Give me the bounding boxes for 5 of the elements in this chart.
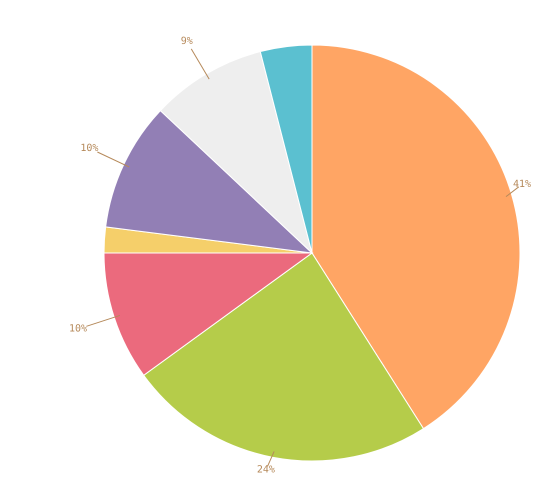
data-label: 10%	[69, 324, 88, 335]
data-label: 41%	[512, 178, 532, 190]
data-label: 10%	[80, 142, 98, 154]
data-label: 24%	[256, 464, 275, 476]
data-label: 9%	[180, 36, 193, 47]
